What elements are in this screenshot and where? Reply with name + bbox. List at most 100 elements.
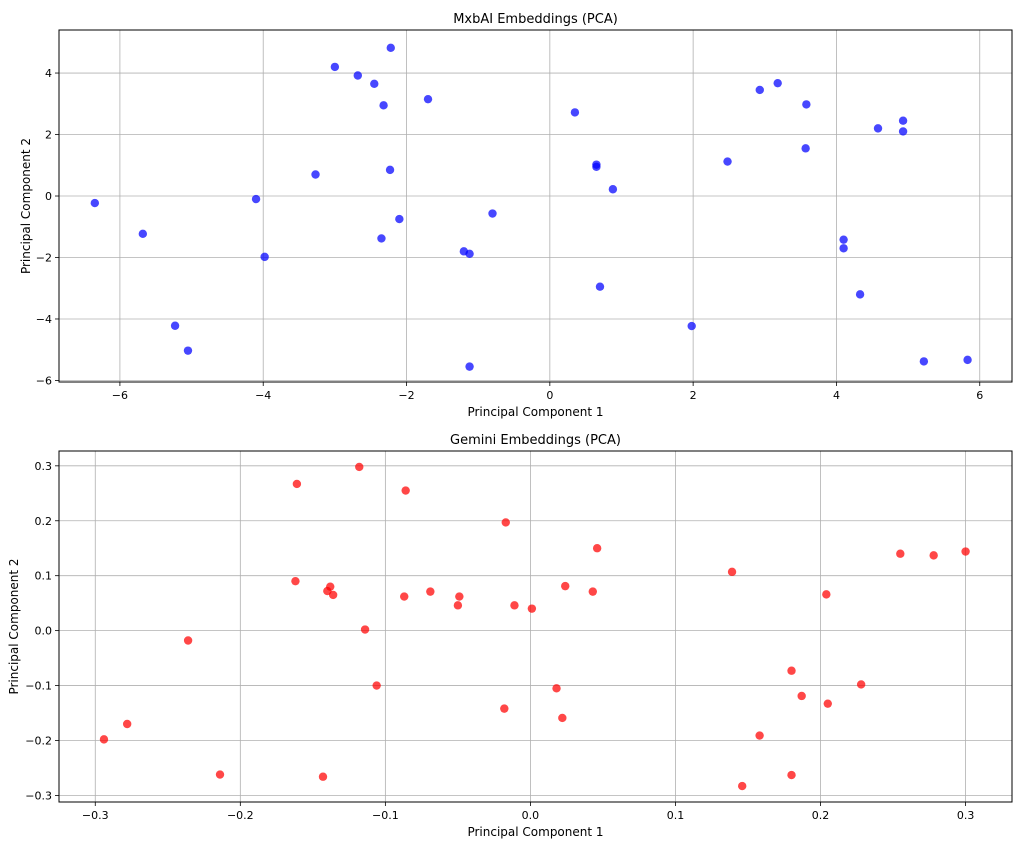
data-point — [291, 576, 300, 586]
data-point — [898, 127, 908, 136]
chart-title: MxbAI Embeddings (PCA) — [453, 12, 618, 27]
data-point — [138, 229, 148, 239]
data-point — [839, 235, 848, 244]
data-point — [377, 234, 386, 243]
chart-title: Gemini Embeddings (PCA) — [450, 433, 621, 448]
data-point — [896, 549, 905, 558]
data-point — [99, 735, 109, 744]
data-point — [372, 681, 381, 690]
y-tick-label: 0.3 — [35, 460, 53, 473]
y-tick-label: −6 — [36, 374, 52, 387]
data-point — [755, 85, 764, 95]
data-point — [823, 699, 832, 708]
data-point — [328, 590, 338, 600]
x-tick-label: −2 — [398, 389, 414, 402]
data-point — [929, 551, 938, 560]
x-tick-label: 0 — [546, 389, 553, 402]
data-point — [318, 772, 328, 781]
data-point — [401, 486, 410, 495]
data-point — [608, 185, 618, 194]
data-point — [773, 78, 782, 88]
y-tick-label: −4 — [36, 313, 52, 326]
x-tick-label: −0.3 — [82, 809, 109, 822]
data-point — [500, 704, 509, 713]
data-point — [400, 592, 409, 601]
x-tick-label: −0.1 — [372, 809, 399, 822]
data-point — [355, 462, 364, 472]
data-point — [588, 587, 597, 596]
data-point — [292, 479, 302, 489]
data-point — [488, 209, 497, 218]
data-point — [90, 198, 100, 208]
x-tick-label: 4 — [833, 389, 840, 402]
y-tick-label: 0.2 — [35, 515, 53, 528]
y-tick-label: −0.3 — [25, 789, 52, 802]
data-point — [856, 680, 866, 689]
y-tick-label: −0.2 — [25, 734, 52, 747]
data-point — [855, 290, 865, 299]
data-point — [839, 244, 848, 253]
y-tick-label: −0.1 — [25, 680, 52, 693]
data-point — [370, 79, 379, 88]
data-point — [386, 43, 395, 53]
data-point — [687, 321, 696, 331]
data-point — [311, 170, 320, 179]
x-tick-label: −4 — [255, 389, 271, 402]
data-point — [592, 544, 602, 553]
x-tick-label: −0.2 — [227, 809, 254, 822]
data-point — [755, 731, 764, 740]
data-point — [183, 346, 193, 355]
x-tick-label: 0.2 — [812, 809, 830, 822]
x-tick-label: 2 — [690, 389, 697, 402]
data-point — [802, 100, 811, 109]
data-point — [527, 604, 537, 613]
data-point — [170, 321, 180, 330]
y-tick-label: 0 — [45, 190, 52, 203]
data-point — [251, 194, 261, 204]
data-point — [963, 355, 972, 365]
data-point — [183, 636, 193, 645]
x-tick-label: 6 — [976, 389, 983, 402]
data-point — [501, 518, 510, 527]
plot-frame — [58, 29, 1013, 383]
data-point — [510, 601, 519, 610]
data-point — [898, 116, 908, 125]
x-tick-label: 0.1 — [667, 809, 685, 822]
data-point — [723, 157, 732, 166]
data-point — [330, 62, 340, 72]
y-tick-label: 0.1 — [35, 570, 53, 583]
y-axis-label: Principal Component 2 — [19, 138, 33, 274]
data-point — [561, 581, 570, 591]
data-point — [592, 160, 601, 169]
data-point — [260, 252, 269, 262]
y-tick-label: 2 — [45, 129, 52, 142]
data-point — [787, 666, 796, 675]
data-point — [215, 770, 225, 779]
data-point — [873, 124, 883, 133]
y-tick-label: −2 — [36, 251, 52, 264]
data-point — [455, 592, 464, 601]
data-point — [360, 625, 370, 634]
data-point — [738, 781, 747, 791]
data-point — [326, 582, 335, 591]
mxbai-scatter-plot: −6 −4 −2 0 2 4 6 −6 −4 −2 0 2 4 MxbAI Embeddings (PC… — [19, 12, 1013, 419]
gemini-scatter-plot: −0.3 −0.2 −0.1 0.0 0.1 0.2 0.3 −0.3 −0.2 −0.1 0.0 0… — [7, 433, 1013, 839]
data-point — [919, 357, 929, 366]
y-axis-label: Principal Component 2 — [7, 558, 21, 694]
data-point — [570, 108, 580, 117]
data-point — [787, 770, 796, 780]
y-tick-label: 0.0 — [35, 625, 53, 638]
plot-frame — [58, 450, 1013, 803]
data-point — [395, 214, 404, 224]
x-axis-label: Principal Component 1 — [467, 825, 603, 839]
data-point — [465, 362, 474, 371]
data-point — [797, 691, 806, 701]
data-point — [353, 71, 362, 80]
data-point — [423, 94, 433, 104]
data-point — [426, 587, 435, 596]
data-point — [822, 590, 831, 599]
data-point — [385, 165, 395, 175]
data-point — [453, 601, 463, 610]
data-point — [552, 684, 561, 693]
